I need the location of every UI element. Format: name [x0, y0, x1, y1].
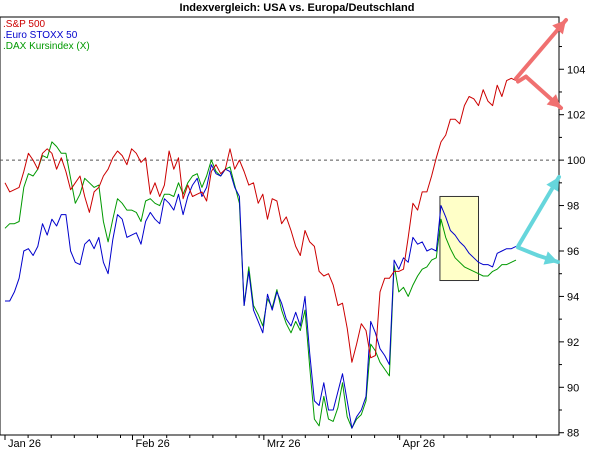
x-tick-label: Jan 26 — [8, 438, 41, 450]
red-arrow-down-head — [546, 94, 561, 108]
cyan-arrow-down-head — [543, 251, 558, 265]
legend-entry: .Euro STOXX 50 — [3, 30, 78, 41]
legend-entry: .DAX Kursindex (X) — [3, 41, 90, 52]
y-tick-label: 104 — [567, 64, 585, 76]
legend: .S&P 500.Euro STOXX 50.DAX Kursindex (X) — [3, 19, 90, 52]
legend-entry: .S&P 500 — [3, 19, 46, 30]
chart-title: Indexvergleich: USA vs. Europa/Deutschla… — [180, 2, 415, 14]
red-arrow-up-head — [552, 20, 566, 35]
y-tick-label: 102 — [567, 110, 585, 122]
series-layer — [4, 77, 517, 429]
y-tick-label: 90 — [567, 382, 579, 394]
series-line-0 — [4, 77, 517, 363]
y-tick-label: 100 — [567, 155, 585, 167]
series-line-2 — [4, 141, 517, 429]
y-tick-label: 88 — [567, 428, 579, 440]
y-tick-label: 92 — [567, 337, 579, 349]
x-tick-label: Apr 26 — [403, 438, 435, 450]
y-tick-label: 94 — [567, 291, 579, 303]
series-line-1 — [5, 164, 517, 429]
cyan-arrow-elbow — [516, 245, 540, 258]
axis-layer: 88 90 92 94 96 98 100 102 104 Jan 26 Feb 26 Mrz 26 A… — [4, 46, 585, 450]
cyan-arrow-up-head — [546, 177, 559, 192]
y-tick-label: 98 — [567, 201, 579, 213]
arrow-layer — [514, 18, 568, 265]
cyan-arrow-up-shaft — [516, 175, 561, 249]
cyan-arrow-up — [516, 175, 561, 249]
red-arrow-down — [524, 74, 563, 110]
x-tick-label: Feb 26 — [135, 438, 169, 450]
red-arrow-up — [514, 18, 568, 81]
y-tick-label: 96 — [567, 246, 579, 258]
x-tick-label: Mrz 26 — [267, 438, 301, 450]
cyan-arrow-down — [536, 251, 560, 265]
